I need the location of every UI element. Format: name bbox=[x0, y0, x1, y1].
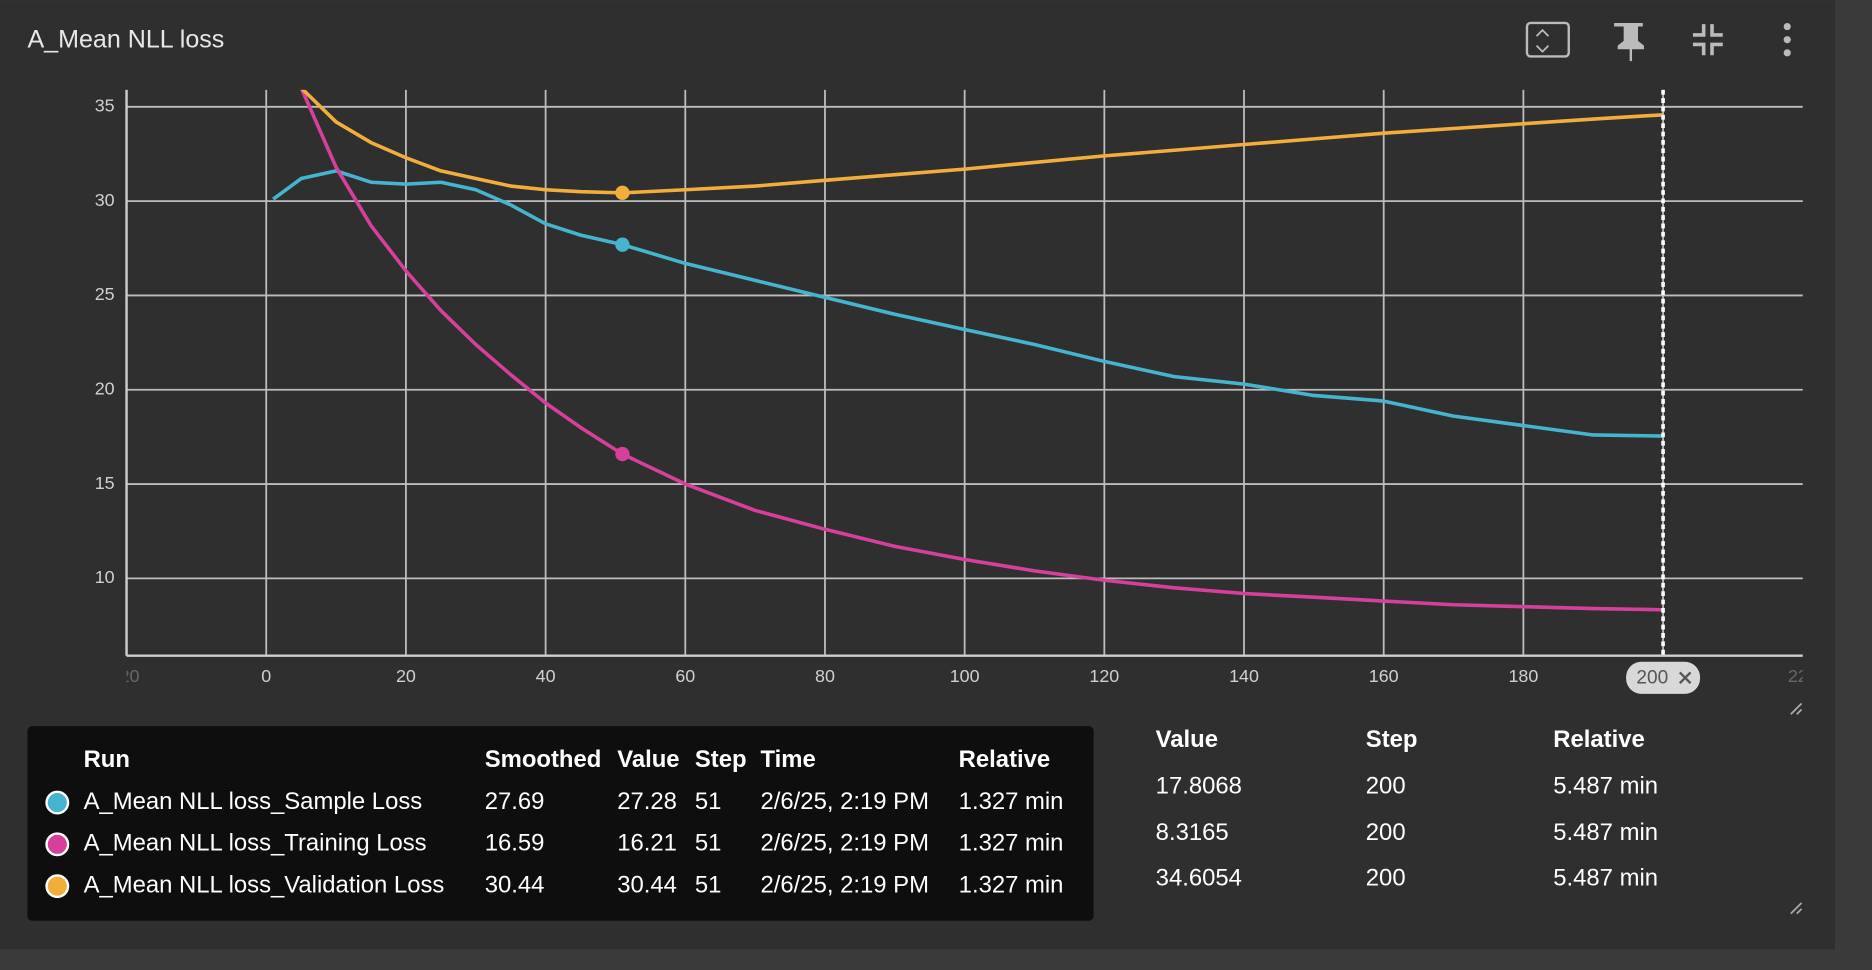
table-header: Step bbox=[1366, 726, 1418, 753]
table-cell: 34.6054 bbox=[1156, 864, 1242, 891]
x-tick-label: 100 bbox=[950, 666, 980, 686]
tooltip-cell: 51 bbox=[695, 830, 722, 857]
tooltip-cell: 27.69 bbox=[485, 788, 545, 815]
plot-area bbox=[272, 89, 1664, 612]
tooltip-cell: 30.44 bbox=[617, 871, 677, 898]
tooltip-cell: 16.21 bbox=[617, 830, 677, 857]
table-cell: 5.487 min bbox=[1553, 772, 1658, 799]
more-menu-button[interactable] bbox=[1783, 22, 1791, 57]
table-cell: 17.8068 bbox=[1156, 772, 1242, 799]
tooltip-cell: 2/6/25, 2:19 PM bbox=[761, 871, 929, 898]
table-header: Relative bbox=[1553, 726, 1645, 753]
y-tick-label: 15 bbox=[95, 473, 115, 493]
tooltip: Run Smoothed Value Step Time Relative A_Mean N… bbox=[27, 726, 1094, 921]
tooltip-header: Time bbox=[761, 746, 816, 773]
tooltip-cell: A_Mean NLL loss_Sample Loss bbox=[84, 788, 423, 815]
table-header: Value bbox=[1156, 726, 1218, 753]
tooltip-cell: 1.327 min bbox=[959, 871, 1064, 898]
hover-marker bbox=[615, 185, 630, 200]
table-cell: 5.487 min bbox=[1553, 819, 1658, 846]
y-tick-label: 35 bbox=[95, 96, 115, 116]
tooltip-cell: 2/6/25, 2:19 PM bbox=[761, 788, 929, 815]
x-tick-label: 60 bbox=[675, 666, 695, 686]
series-line bbox=[300, 89, 1664, 612]
table-cell: 8.3165 bbox=[1156, 819, 1229, 846]
tooltip-header: Step bbox=[695, 746, 747, 773]
x-tick-label: -20 bbox=[114, 666, 140, 686]
x-tick-label: 20 bbox=[396, 666, 416, 686]
tooltip-cell: 51 bbox=[695, 871, 722, 898]
tooltip-cell: 1.327 min bbox=[959, 830, 1064, 857]
x-tick-label: 120 bbox=[1089, 666, 1119, 686]
y-tick-label: 30 bbox=[95, 190, 115, 210]
table-cell: 200 bbox=[1366, 864, 1406, 891]
y-tick-label: 20 bbox=[95, 378, 115, 398]
tooltip-cell: A_Mean NLL loss_Training Loss bbox=[84, 830, 427, 857]
tooltip-cell: 16.59 bbox=[485, 830, 545, 857]
x-tick-label: 220 bbox=[1788, 666, 1818, 686]
table-cell: 200 bbox=[1366, 772, 1406, 799]
tooltip-header: Smoothed bbox=[485, 746, 602, 773]
x-tick-labels: -20 0 20 40 60 80 100 120 140 160 180 200 220 bbox=[114, 666, 1818, 686]
run-swatch bbox=[45, 874, 70, 899]
tooltip-cell: 2/6/25, 2:19 PM bbox=[761, 830, 929, 857]
tooltip-header: Value bbox=[617, 746, 679, 773]
step-cursor: 200 bbox=[1626, 89, 1701, 694]
tooltip-cell: 30.44 bbox=[485, 871, 545, 898]
cursor-label: 200 bbox=[1636, 667, 1668, 688]
x-tick-label: 0 bbox=[261, 666, 271, 686]
tooltip-cell: 27.28 bbox=[617, 788, 677, 815]
resize-handle[interactable] bbox=[1790, 702, 1803, 715]
x-tick-label: 180 bbox=[1508, 666, 1538, 686]
run-swatch bbox=[45, 790, 70, 815]
tooltip-cell: A_Mean NLL loss_Validation Loss bbox=[84, 871, 445, 898]
y-tick-label: 10 bbox=[95, 567, 115, 587]
fullscreen-button[interactable] bbox=[1525, 21, 1570, 58]
tooltip-header: Relative bbox=[959, 746, 1051, 773]
series-line bbox=[300, 89, 1664, 195]
hover-marker bbox=[615, 446, 630, 462]
cursor-close[interactable] bbox=[1678, 671, 1692, 685]
x-tick-label: 140 bbox=[1229, 666, 1259, 686]
collapse-button[interactable] bbox=[1692, 24, 1723, 56]
hover-marker bbox=[615, 237, 630, 252]
tooltip-box bbox=[27, 726, 1094, 921]
x-tick-label: 160 bbox=[1369, 666, 1399, 686]
grid: 10 15 20 25 30 35 bbox=[95, 89, 1803, 656]
table-cell: 200 bbox=[1366, 819, 1406, 846]
pin-button[interactable] bbox=[1614, 22, 1644, 62]
resize-handle[interactable] bbox=[1790, 902, 1803, 915]
tooltip-cell: 51 bbox=[695, 788, 722, 815]
tooltip-cell: 1.327 min bbox=[959, 788, 1064, 815]
x-tick-label: 80 bbox=[815, 666, 835, 686]
tooltip-header: Run bbox=[84, 746, 130, 773]
y-tick-label: 25 bbox=[95, 284, 115, 304]
run-swatch bbox=[45, 832, 70, 857]
series-line bbox=[272, 169, 1664, 438]
x-tick-label: 40 bbox=[536, 666, 556, 686]
cursor-badge[interactable] bbox=[1626, 661, 1701, 694]
card-title: A_Mean NLL loss bbox=[27, 26, 224, 54]
table-cell: 5.487 min bbox=[1553, 864, 1658, 891]
